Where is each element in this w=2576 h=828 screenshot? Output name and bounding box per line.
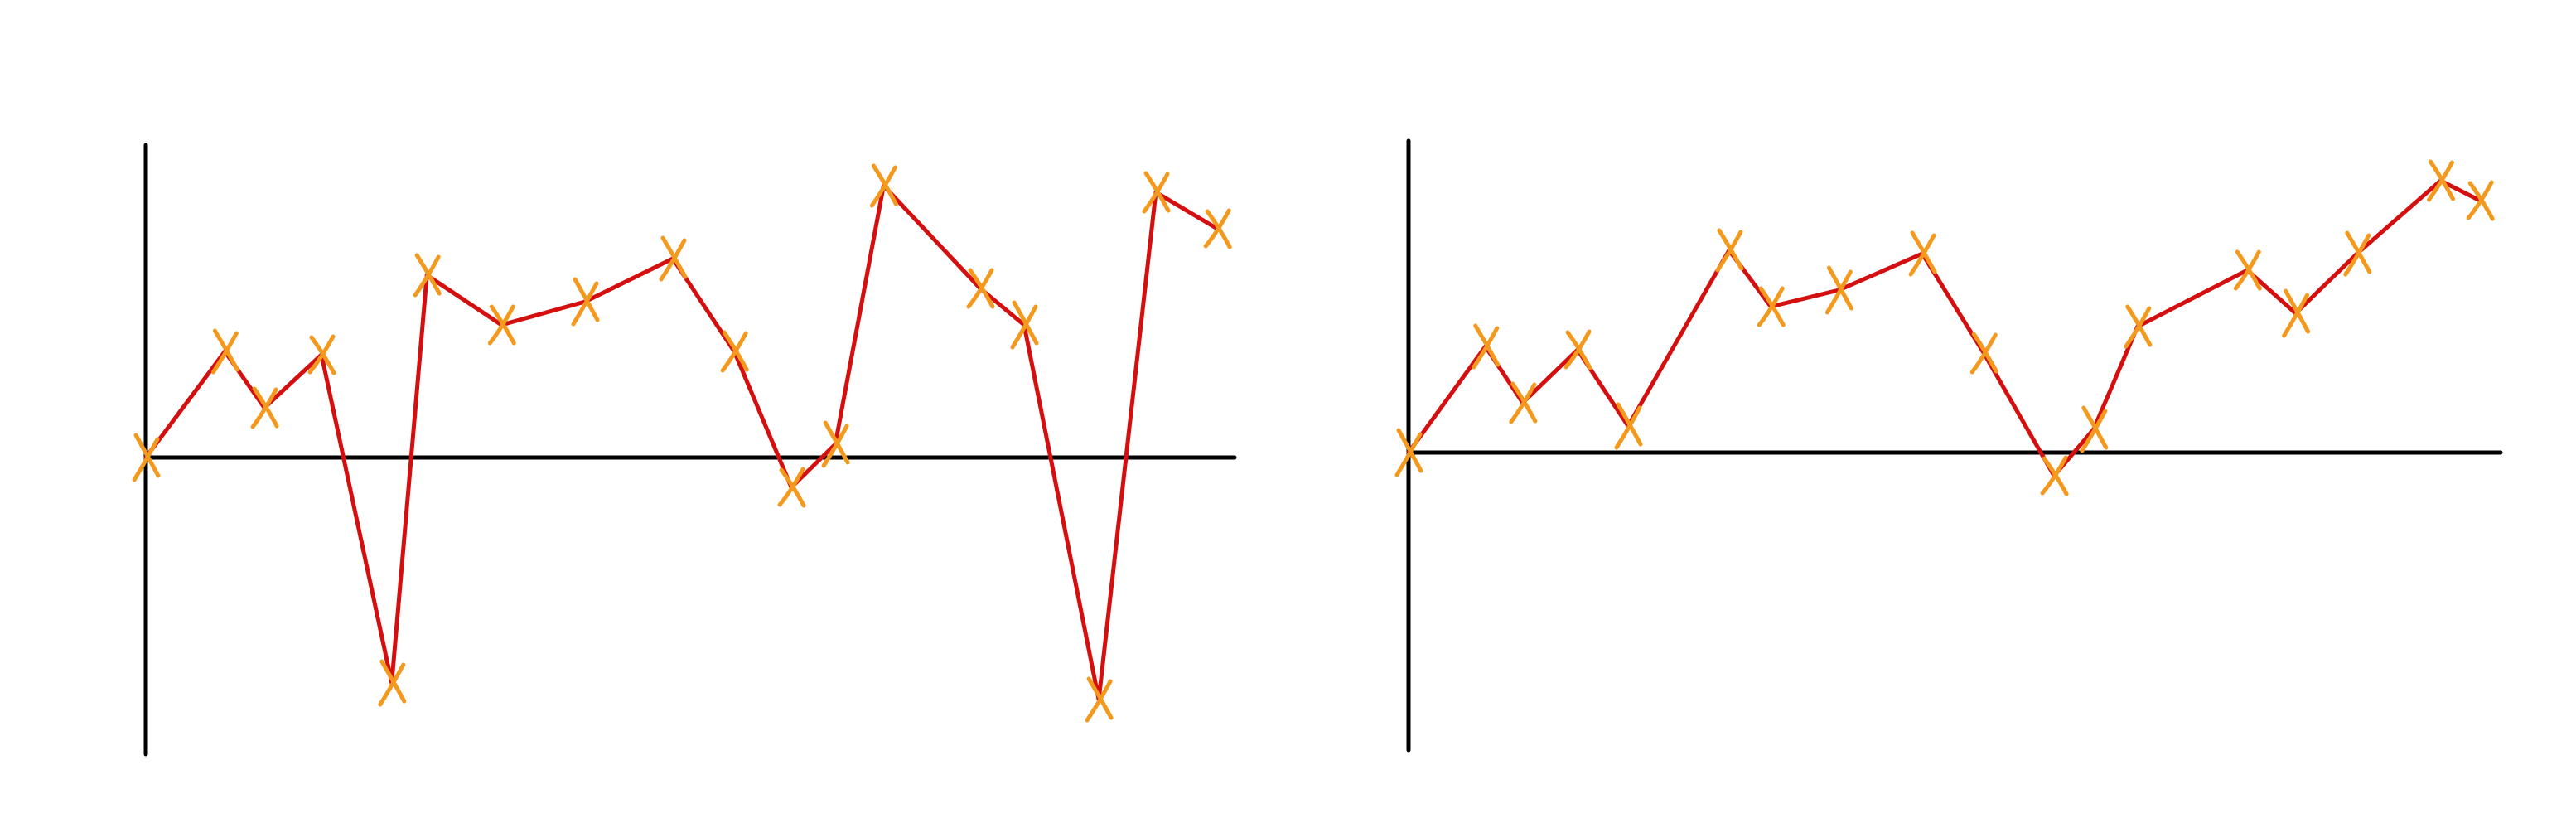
data-point-marker bbox=[1203, 208, 1232, 249]
data-point-marker bbox=[1614, 402, 1643, 450]
data-point-marker bbox=[1757, 286, 1786, 327]
data-point-marker bbox=[2466, 180, 2495, 221]
data-point-marker bbox=[307, 334, 336, 375]
data-point-marker bbox=[2343, 230, 2372, 277]
data-point-marker bbox=[487, 304, 516, 346]
data-point-marker bbox=[1824, 265, 1853, 315]
data-point-marker bbox=[2080, 405, 2109, 453]
data-point-marker bbox=[966, 268, 995, 309]
data-point-marker bbox=[869, 163, 898, 208]
data-point-marker bbox=[777, 467, 806, 508]
data-point-marker bbox=[2233, 249, 2262, 291]
series-line bbox=[1406, 178, 2482, 478]
data-point-marker bbox=[1715, 228, 1744, 273]
data-point-marker bbox=[2124, 304, 2153, 349]
data-point-marker bbox=[2040, 455, 2069, 496]
data-point-marker bbox=[210, 328, 239, 375]
data-point-marker bbox=[378, 659, 407, 707]
data-point-marker bbox=[821, 420, 850, 468]
line-chart-left bbox=[132, 143, 1237, 757]
data-point-marker bbox=[1509, 381, 1538, 424]
data-point-marker bbox=[571, 277, 600, 327]
data-point-marker bbox=[1563, 329, 1592, 370]
data-point-marker bbox=[1394, 428, 1423, 477]
data-point-marker bbox=[1472, 323, 1501, 370]
data-point-marker bbox=[2427, 159, 2455, 202]
data-point-marker bbox=[1010, 300, 1039, 350]
data-point-marker bbox=[250, 386, 279, 429]
data-point-marker bbox=[1908, 230, 1937, 277]
line-chart-right bbox=[1394, 138, 2503, 753]
data-point-marker bbox=[132, 433, 161, 482]
data-point-marker bbox=[659, 235, 688, 282]
data-point-marker bbox=[413, 253, 442, 298]
data-point-marker bbox=[2282, 288, 2311, 338]
series-line bbox=[143, 183, 1220, 702]
data-point-marker bbox=[720, 330, 749, 373]
data-point-marker bbox=[1142, 171, 1171, 214]
data-point-marker bbox=[1085, 676, 1114, 723]
data-point-marker bbox=[1969, 332, 1998, 375]
